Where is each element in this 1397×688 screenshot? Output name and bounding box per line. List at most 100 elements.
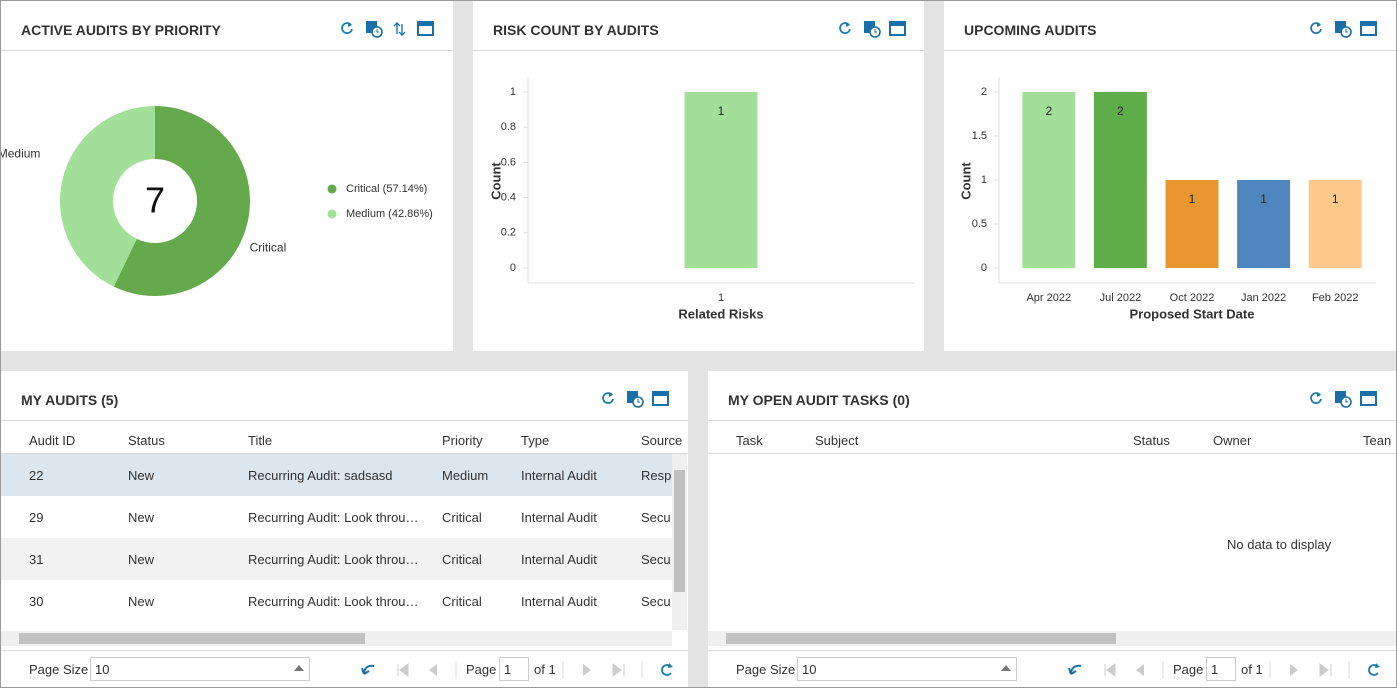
panel-title: UPCOMING AUDITS xyxy=(964,22,1097,38)
table-cell: Secu xyxy=(641,510,671,525)
page-input[interactable]: 1 xyxy=(1206,657,1236,681)
toolbar-button[interactable] xyxy=(417,20,435,38)
page-label: Page xyxy=(466,662,497,677)
bar xyxy=(1237,179,1291,268)
pager: Page Size 10 Page 1 of 1 xyxy=(708,650,1396,687)
table-cell: Recurring Audit: Look throu… xyxy=(248,510,419,525)
legend-label: Critical (57.14%) xyxy=(346,183,427,195)
table-row[interactable]: 30 New Recurring Audit: Look throu… Critica… xyxy=(1,580,672,622)
toolbar-button[interactable] xyxy=(1360,20,1378,38)
center-total: 7 xyxy=(145,180,165,221)
bar-value-label: 1 xyxy=(1332,192,1339,206)
column-header[interactable]: Audit ID xyxy=(29,433,76,448)
table-row[interactable]: 29 New Recurring Audit: Look throu… Critica… xyxy=(1,496,672,538)
x-tick-label: Feb 2022 xyxy=(1312,292,1358,304)
column-header[interactable]: Status xyxy=(128,433,165,448)
bar-value-label: 1 xyxy=(1189,192,1196,206)
page-count-label: of 1 xyxy=(534,662,556,677)
y-tick-label: 0.5 xyxy=(972,218,987,230)
panel: MY OPEN AUDIT TASKS (0) Task Subject Statu… xyxy=(708,371,1396,687)
y-tick-label: 0.4 xyxy=(501,191,516,203)
bar xyxy=(684,91,758,268)
column-header[interactable]: Priority xyxy=(442,433,483,448)
page-label: Page xyxy=(1173,662,1204,677)
panel-header: MY OPEN AUDIT TASKS (0) xyxy=(708,371,1396,421)
toolbar-button[interactable] xyxy=(1360,390,1378,408)
panel-title: RISK COUNT BY AUDITS xyxy=(493,22,659,38)
y-tick-label: 0 xyxy=(981,262,987,274)
panel-title: MY AUDITS (5) xyxy=(21,392,119,408)
column-header[interactable]: Title xyxy=(248,433,273,448)
column-header[interactable]: Task xyxy=(736,433,763,448)
bar xyxy=(1093,91,1147,268)
panel-title: ACTIVE AUDITS BY PRIORITY xyxy=(21,22,221,38)
empty-message: No data to display xyxy=(1227,537,1332,552)
toolbar-button[interactable] xyxy=(1334,390,1352,408)
toolbar-button[interactable] xyxy=(1308,390,1326,408)
panel-header: MY AUDITS (5) xyxy=(1,371,688,421)
toolbar-button[interactable] xyxy=(626,390,644,408)
y-tick-label: 0.8 xyxy=(501,121,516,133)
y-tick-label: 0.2 xyxy=(501,227,516,239)
scroll-thumb xyxy=(674,470,685,592)
pager: Page Size 10 Page 1 of 1 xyxy=(1,650,688,687)
column-header[interactable]: Tean xyxy=(1363,433,1392,448)
column-header-row xyxy=(1,421,688,454)
x-tick-label: Jul 2022 xyxy=(1100,292,1142,304)
legend-swatch xyxy=(327,209,337,219)
table-cell: 31 xyxy=(29,552,44,567)
x-axis-title: Related Risks xyxy=(678,306,763,321)
panel-title: MY OPEN AUDIT TASKS (0) xyxy=(728,392,910,408)
toolbar-button[interactable] xyxy=(391,20,409,38)
panel-header: RISK COUNT BY AUDITS xyxy=(473,1,924,51)
table-row[interactable]: 31 New Recurring Audit: Look throu… Critica… xyxy=(1,538,672,580)
column-header[interactable]: Type xyxy=(521,433,550,448)
bar-value-label: 2 xyxy=(1045,104,1052,118)
toolbar-button[interactable] xyxy=(889,20,907,38)
table-cell: Recurring Audit: Look throu… xyxy=(248,594,419,609)
column-header[interactable]: Source xyxy=(641,433,683,448)
legend-swatch xyxy=(327,184,337,194)
bar xyxy=(1022,91,1076,268)
scroll-thumb xyxy=(726,633,1116,644)
toolbar-button[interactable] xyxy=(652,390,670,408)
donut-slice xyxy=(59,106,156,287)
charts: Critical Critical (57.14%) Medium Medium (4… xyxy=(1,77,1376,321)
table-cell: New xyxy=(128,468,155,483)
table-cell: Secu xyxy=(641,594,671,609)
toolbar-button[interactable] xyxy=(837,20,855,38)
x-tick-label: Jan 2022 xyxy=(1241,292,1286,304)
scroll-thumb xyxy=(19,633,365,644)
table-cell: Critical xyxy=(442,594,482,609)
y-tick-label: 0 xyxy=(510,262,516,274)
y-axis-title: Count xyxy=(488,162,503,200)
toolbar-button[interactable] xyxy=(1334,20,1352,38)
page-input[interactable]: 1 xyxy=(499,657,529,681)
toolbar-button[interactable] xyxy=(863,20,881,38)
x-tick-label: Apr 2022 xyxy=(1026,292,1071,304)
table-cell: Critical xyxy=(442,510,482,525)
toolbar-button[interactable] xyxy=(365,20,383,38)
toolbar-button[interactable] xyxy=(339,20,357,38)
table-cell: Internal Audit xyxy=(521,510,597,525)
column-header[interactable]: Subject xyxy=(815,433,859,448)
page-size-select[interactable]: 10 xyxy=(797,657,1017,681)
y-tick-label: 1 xyxy=(981,174,987,186)
bar-value-label: 1 xyxy=(1260,192,1267,206)
toolbar-button[interactable] xyxy=(600,390,618,408)
table-row[interactable]: 22 New Recurring Audit: sadsasd Medium Inter… xyxy=(1,454,672,496)
table-cell: 30 xyxy=(29,594,44,609)
page-size-select[interactable]: 10 xyxy=(90,657,310,681)
column-header[interactable]: Status xyxy=(1133,433,1170,448)
y-tick-label: 1.5 xyxy=(972,130,987,142)
table-cell: New xyxy=(128,552,155,567)
panel-header: UPCOMING AUDITS xyxy=(944,1,1396,51)
page-size-label: Page Size xyxy=(29,662,89,677)
donut-slice xyxy=(113,106,250,296)
column-header[interactable]: Owner xyxy=(1213,433,1252,448)
bar-value-label: 1 xyxy=(718,104,725,118)
table-cell: New xyxy=(128,594,155,609)
panel: MY AUDITS (5) Audit ID Status Title Priorit… xyxy=(1,371,688,687)
toolbar-button[interactable] xyxy=(1308,20,1326,38)
